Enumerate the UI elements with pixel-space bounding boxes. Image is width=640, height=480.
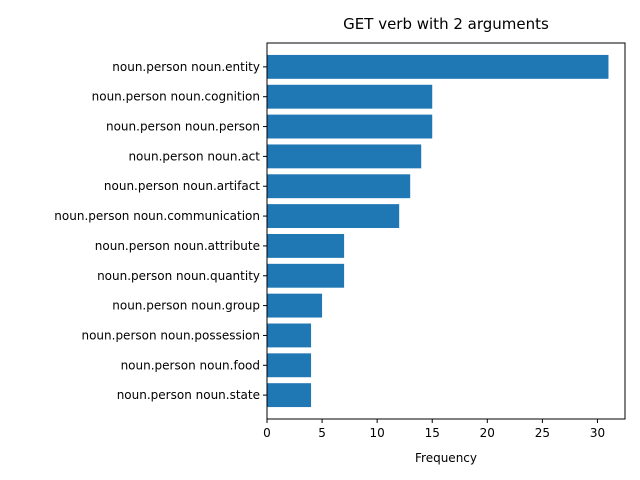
- x-tick-label: 30: [590, 426, 605, 440]
- bars-layer: [267, 54, 609, 408]
- plot-frame: [266, 42, 626, 420]
- bar: [267, 174, 411, 199]
- bar: [267, 383, 312, 408]
- y-tick-label: noun.person noun.artifact: [104, 179, 260, 193]
- y-tick-label: noun.person noun.cognition: [92, 90, 260, 104]
- x-tick-label: 0: [263, 426, 271, 440]
- bar: [267, 353, 312, 378]
- x-tick-label: 15: [425, 426, 440, 440]
- y-tick-label: noun.person noun.quantity: [97, 269, 260, 283]
- x-axis-label: Frequency: [415, 451, 477, 465]
- chart-title: GET verb with 2 arguments: [343, 15, 549, 33]
- y-tick-label: noun.person noun.person: [106, 120, 260, 134]
- y-tick-label: noun.person noun.communication: [54, 209, 260, 223]
- x-tick-label: 20: [480, 426, 495, 440]
- bar: [267, 114, 433, 139]
- y-tick-label: noun.person noun.state: [117, 388, 260, 402]
- y-tick-label: noun.person noun.entity: [112, 60, 260, 74]
- bar: [267, 204, 400, 229]
- bar: [267, 144, 422, 169]
- bar: [267, 233, 345, 258]
- y-tick-label: noun.person noun.attribute: [95, 239, 260, 253]
- bar: [267, 84, 433, 109]
- y-tick-label: noun.person noun.food: [121, 358, 260, 372]
- y-tick-label: noun.person noun.group: [112, 299, 260, 313]
- x-tick-label: 25: [535, 426, 550, 440]
- bar: [267, 323, 312, 348]
- x-tick-label: 10: [370, 426, 385, 440]
- axes-layer: [266, 42, 626, 420]
- y-tick-label: noun.person noun.act: [128, 149, 260, 163]
- bar: [267, 263, 345, 288]
- y-tick-label: noun.person noun.possession: [81, 328, 260, 342]
- x-tick-label: 5: [318, 426, 326, 440]
- bar: [267, 54, 609, 79]
- bar: [267, 293, 323, 318]
- ticks-layer: noun.person noun.entity noun.person noun.…: [54, 60, 605, 440]
